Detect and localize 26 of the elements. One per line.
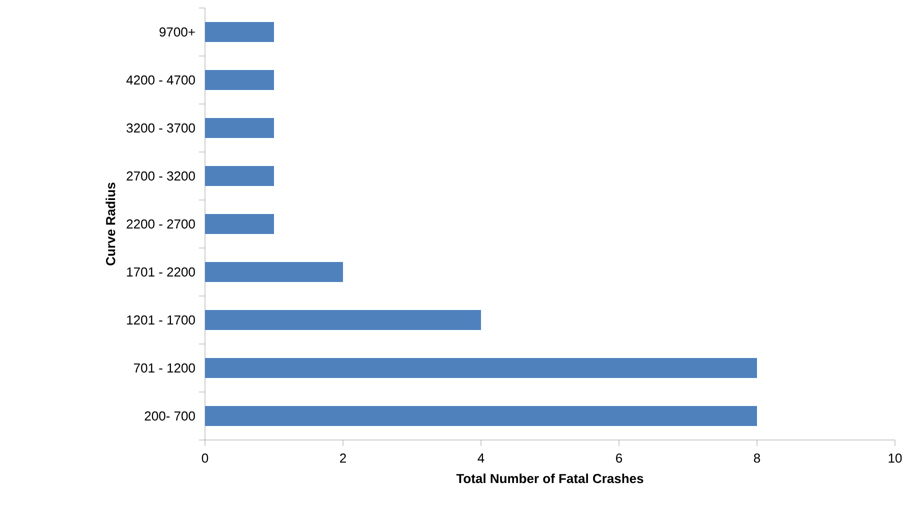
y-axis-title: Curve Radius — [106, 182, 116, 266]
bar — [205, 358, 757, 378]
y-tick-label: 3200 - 3700 — [126, 123, 195, 133]
bar — [205, 166, 274, 186]
y-tick-label: 701 - 1200 — [134, 363, 195, 373]
y-tick-label: 2700 - 3200 — [126, 171, 195, 181]
bar — [205, 310, 481, 330]
bar — [205, 406, 757, 426]
bar — [205, 118, 274, 138]
y-tick-label: 1701 - 2200 — [127, 267, 195, 277]
x-tick-label: 8 — [754, 454, 760, 463]
x-axis-title: Total Number of Fatal Crashes — [456, 474, 644, 484]
y-tick-label: 200- 700 — [144, 411, 195, 421]
x-tick-label: 10 — [888, 454, 902, 463]
bar — [205, 22, 274, 42]
x-tick-label: 2 — [340, 454, 346, 463]
x-tick-label: 4 — [478, 454, 484, 462]
x-tick-label: 6 — [616, 454, 622, 463]
y-tick-label: 9700+ — [160, 27, 195, 37]
y-tick-label: 4200 - 4700 — [126, 75, 195, 85]
bar — [205, 70, 274, 90]
y-tick-label: 1201 - 1700 — [127, 315, 195, 325]
y-tick-label: 2200 - 2700 — [126, 219, 195, 229]
bar — [205, 214, 274, 234]
x-tick-label: 0 — [202, 454, 208, 463]
bar — [205, 262, 343, 282]
